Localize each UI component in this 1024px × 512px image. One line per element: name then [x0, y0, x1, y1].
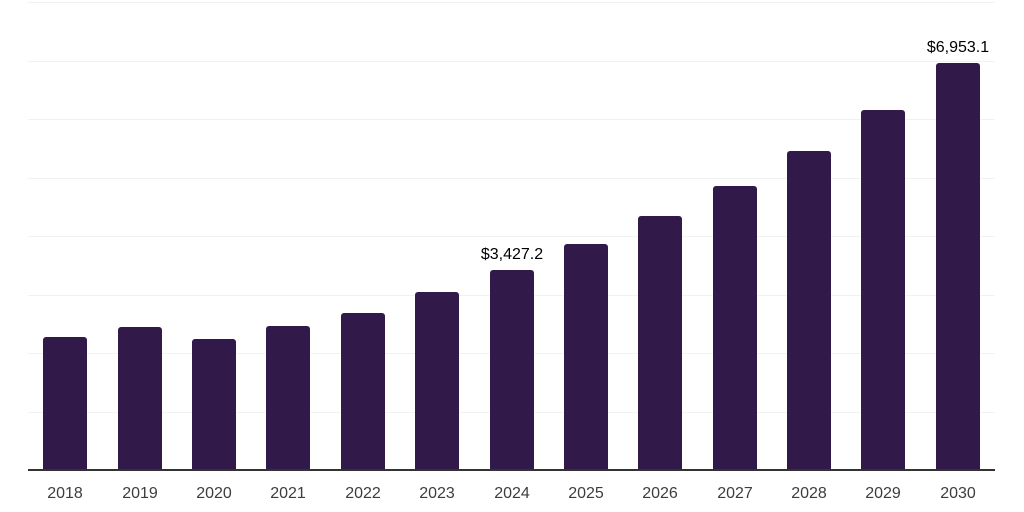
x-tick-2022: 2022: [345, 485, 381, 502]
x-axis-labels: 2018 2019 2020 2021 2022 2023 2024 2025 2026 2027…: [28, 485, 995, 505]
bar-2023[interactable]: [415, 292, 459, 470]
x-tick-2021: 2021: [270, 485, 306, 502]
bar-2024[interactable]: [490, 270, 534, 470]
bar-2027[interactable]: [713, 186, 757, 470]
bar-2019[interactable]: [118, 327, 162, 470]
x-axis-line: [28, 469, 995, 471]
gridline-6000: [28, 119, 995, 120]
x-tick-2029: 2029: [865, 485, 901, 502]
bar-2020[interactable]: [192, 339, 236, 470]
gridline-4000: [28, 236, 995, 237]
x-tick-2027: 2027: [717, 485, 753, 502]
bar-2018[interactable]: [43, 337, 87, 470]
gridline-8000: [28, 2, 995, 3]
bar-value-label-2024: $3,427.2: [480, 246, 544, 263]
gridline-7000: [28, 61, 995, 62]
bar-value-label-2030: $6,953.1: [926, 39, 990, 56]
x-tick-2025: 2025: [568, 485, 604, 502]
x-tick-2026: 2026: [642, 485, 678, 502]
bar-2028[interactable]: [787, 151, 831, 470]
gridline-5000: [28, 178, 995, 179]
x-tick-2018: 2018: [47, 485, 83, 502]
bar-2030[interactable]: [936, 63, 980, 470]
x-tick-2030: 2030: [940, 485, 976, 502]
x-tick-2020: 2020: [196, 485, 232, 502]
bar-2022[interactable]: [341, 313, 385, 470]
bar-2026[interactable]: [638, 216, 682, 470]
x-tick-2023: 2023: [419, 485, 455, 502]
bar-2021[interactable]: [266, 326, 310, 470]
x-tick-2024: 2024: [494, 485, 530, 502]
x-tick-2028: 2028: [791, 485, 827, 502]
bar-2029[interactable]: [861, 110, 905, 470]
x-tick-2019: 2019: [122, 485, 158, 502]
plot-area: $3,427.2 $6,953.1: [28, 0, 995, 471]
bar-2025[interactable]: [564, 244, 608, 470]
